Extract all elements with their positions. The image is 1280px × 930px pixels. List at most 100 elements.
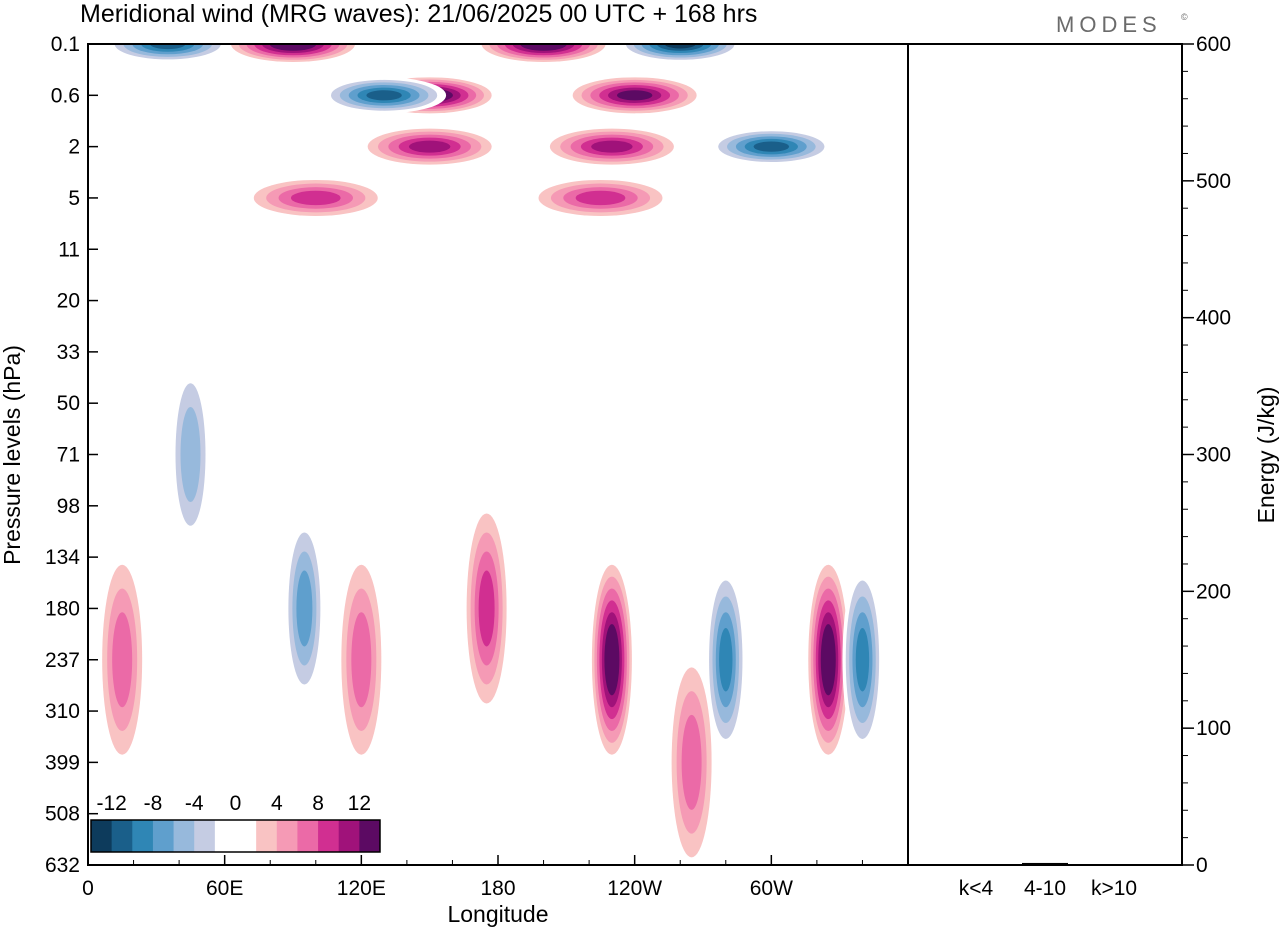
y-tick-label: 5: [68, 187, 80, 210]
y-tick-label: 632: [45, 854, 80, 877]
energy-tick-label: 600: [1196, 33, 1231, 56]
colorbar-label: 8: [312, 792, 324, 815]
colorbar-swatch: [152, 820, 175, 852]
x-tick-label: 120W: [607, 877, 662, 900]
energy-tick-label: 400: [1196, 307, 1231, 330]
energy-axis-label: Energy (J/kg): [1253, 387, 1279, 524]
energy-category-label: k<4: [959, 877, 994, 900]
modes-logo: MODES ©: [1056, 12, 1188, 37]
energy-bars: [953, 862, 1137, 866]
y-tick-label: 180: [45, 597, 80, 620]
contour-blob: [150, 44, 186, 50]
energy-tick-label: 200: [1196, 580, 1231, 603]
colorbar-swatch: [132, 820, 154, 852]
colorbar-swatches: [90, 819, 381, 853]
colorbar-swatch: [256, 820, 278, 852]
energy-tick-label: 500: [1196, 170, 1231, 193]
x-tick-label: 60E: [206, 877, 243, 900]
brand-text: MODES: [1056, 12, 1162, 37]
energy-bar: [953, 864, 999, 866]
energy-categories: k<4 4-10 k>10: [959, 877, 1137, 900]
contour-blob: [408, 140, 451, 153]
energy-bar: [1022, 862, 1068, 865]
x-tick-label: 60W: [750, 877, 793, 900]
contour-blob: [478, 570, 495, 647]
colorbar-swatch: [297, 820, 319, 852]
contour-blob: [591, 140, 633, 153]
colorbar-swatch: [235, 820, 257, 852]
colorbar-swatch: [91, 820, 113, 852]
energy-tick-label: 0: [1196, 854, 1208, 877]
contour-blob: [681, 714, 702, 810]
x-axis-label: Longitude: [447, 901, 548, 927]
x-tick-label: 180: [480, 877, 515, 900]
colorbar-frame: [90, 819, 381, 853]
contour-blob: [290, 190, 341, 206]
contour-blob: [616, 90, 653, 101]
contour-blob: [366, 90, 402, 101]
contour-blob: [719, 628, 733, 692]
colorbar-label: -8: [144, 792, 163, 815]
x-tick-label: 0: [82, 877, 94, 900]
colorbar-labels: -12 -8 -4 0 4 8 12: [96, 792, 371, 815]
colorbar-swatch: [173, 820, 195, 852]
contour-blob: [664, 44, 696, 49]
x-tick-label: 120E: [337, 877, 386, 900]
y-axis-label: Pressure levels (hPa): [0, 345, 25, 565]
brand-mark: ©: [1181, 12, 1188, 22]
energy-axis: 0 100 200 300 400 500 600: [1182, 33, 1231, 877]
heatmap-panel: 0.1 0.6 2 5 11 20 33 50 71 98 134 180 237 310 399 508 63…: [0, 33, 909, 927]
energy-frame: [907, 43, 1183, 866]
energy-bar: [1091, 864, 1137, 866]
colorbar-label: 12: [348, 792, 371, 815]
y-tick-label: 399: [45, 751, 80, 774]
energy-tick-label: 100: [1196, 717, 1231, 740]
y-tick-label: 50: [57, 392, 80, 415]
contour-blob: [855, 628, 870, 692]
contour-blob: [823, 635, 834, 684]
colorbar-label: -12: [96, 792, 126, 815]
contour-blob: [528, 44, 560, 49]
colorbar-swatch: [338, 820, 360, 852]
y-tick-label: 98: [57, 495, 80, 518]
colorbar-swatch: [359, 820, 381, 852]
contour-blob: [606, 635, 617, 684]
heatmap-background: [88, 44, 908, 865]
contour-blob: [296, 570, 313, 647]
colorbar-label: 4: [271, 792, 283, 815]
chart-title: Meridional wind (MRG waves): 21/06/2025 …: [80, 0, 757, 28]
contour-blob: [277, 44, 309, 49]
pressure-axis: 0.1 0.6 2 5 11 20 33 50 71 98 134 180 237 310 399 508 63…: [45, 33, 98, 877]
y-tick-label: 33: [57, 341, 80, 364]
contour-blob: [351, 612, 372, 708]
energy-tick-label: 300: [1196, 444, 1231, 467]
colorbar-swatch: [111, 820, 133, 852]
y-tick-label: 508: [45, 803, 80, 826]
colorbar-swatch: [318, 820, 340, 852]
y-tick-label: 0.6: [51, 84, 80, 107]
colorbar-swatch: [214, 820, 236, 852]
y-tick-label: 0.1: [51, 33, 80, 56]
contour-blob: [753, 141, 790, 152]
contour-blob: [180, 407, 201, 502]
colorbar: -12 -8 -4 0 4 8 12: [90, 792, 381, 853]
y-tick-label: 2: [68, 136, 80, 159]
energy-category-label: k>10: [1091, 877, 1137, 900]
contour-blob: [112, 612, 133, 708]
colorbar-swatch: [194, 820, 216, 852]
y-tick-label: 310: [45, 700, 80, 723]
wind-contours: [102, 44, 883, 858]
colorbar-label: 0: [230, 792, 242, 815]
y-tick-label: 11: [58, 238, 80, 261]
energy-panel: 0 100 200 300 400 500 600 k<4 4-10 k>10 Energy (…: [907, 33, 1279, 900]
y-tick-label: 237: [45, 649, 80, 672]
colorbar-label: -4: [185, 792, 204, 815]
y-tick-label: 71: [57, 444, 80, 467]
longitude-axis: 0 60E 120E 180 120W 60W: [82, 855, 863, 900]
y-tick-label: 20: [57, 290, 80, 313]
energy-category-label: 4-10: [1024, 877, 1066, 900]
y-tick-label: 134: [45, 546, 80, 569]
contour-blob: [575, 190, 626, 206]
colorbar-swatch: [276, 820, 298, 852]
